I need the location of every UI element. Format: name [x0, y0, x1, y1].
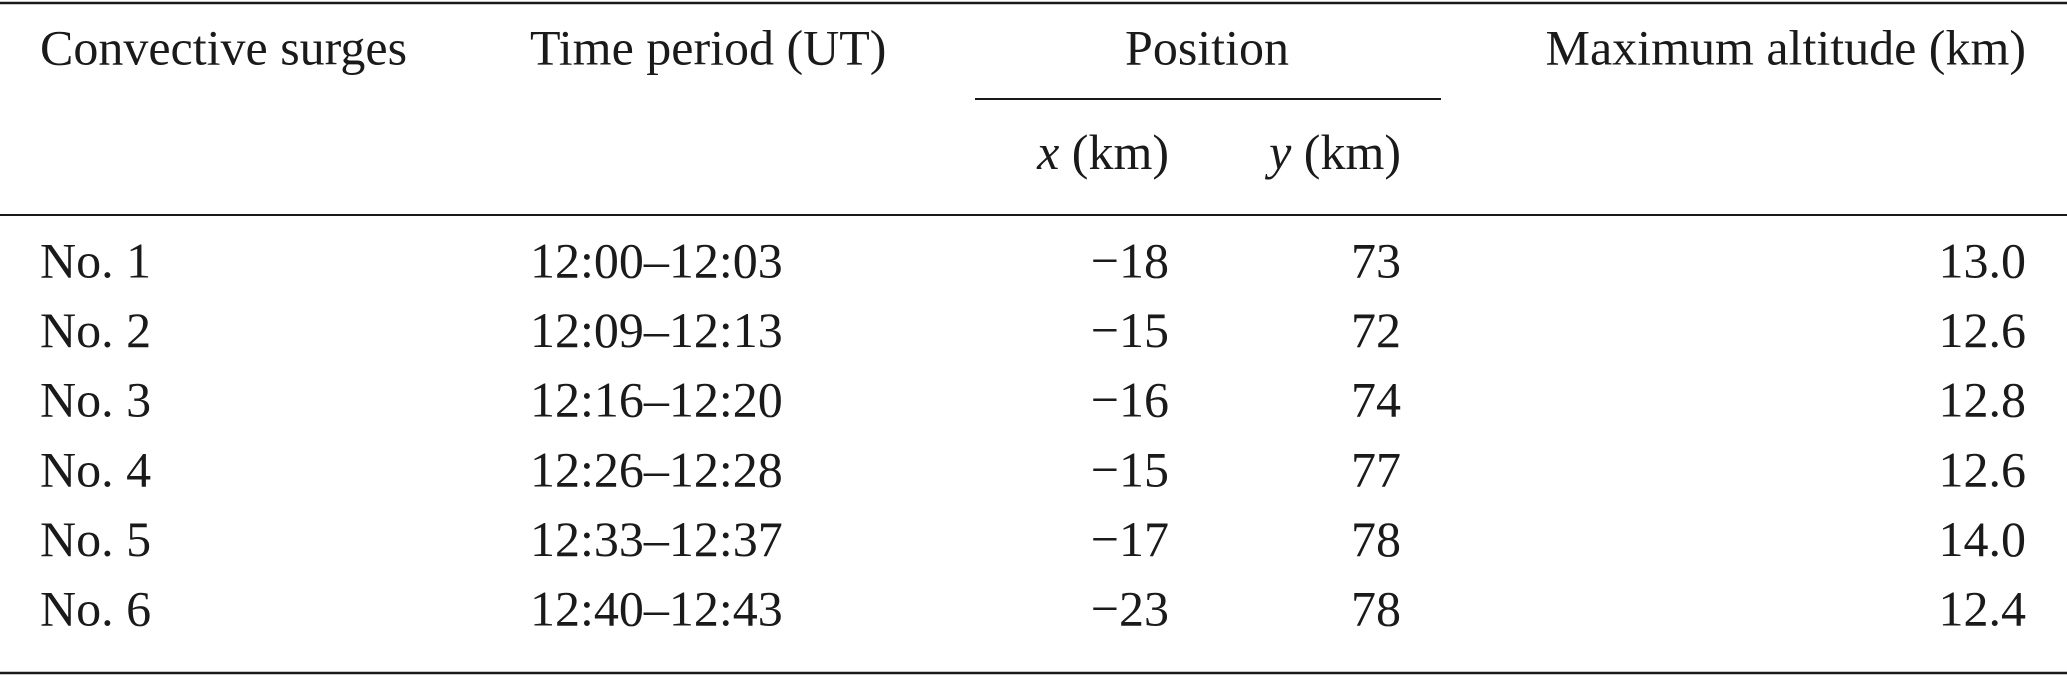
cell-time: 12:00–12:03 [530, 232, 783, 288]
cell-y: 78 [1351, 511, 1401, 567]
cell-altitude: 14.0 [1939, 511, 2027, 567]
cell-x: −23 [1091, 580, 1169, 636]
cell-time: 12:16–12:20 [530, 372, 783, 428]
cell-y: 72 [1351, 302, 1401, 358]
cell-time: 12:33–12:37 [530, 511, 783, 567]
cell-surge: No. 6 [40, 580, 151, 636]
cell-time: 12:09–12:13 [530, 302, 783, 358]
cell-surge: No. 2 [40, 302, 151, 358]
cell-y: 73 [1351, 232, 1401, 288]
header-y: y (km) [1264, 124, 1401, 180]
cell-altitude: 12.8 [1939, 372, 2027, 428]
header-y-unit: (km) [1304, 124, 1401, 180]
cell-x: −16 [1091, 372, 1169, 428]
cell-surge: No. 4 [40, 441, 151, 497]
header-time: Time period (UT) [530, 19, 886, 75]
header-x-var: x [1036, 124, 1059, 180]
header-altitude: Maximum altitude (km) [1546, 19, 2026, 75]
cell-time: 12:26–12:28 [530, 441, 783, 497]
cell-surge: No. 5 [40, 511, 151, 567]
cell-y: 74 [1351, 372, 1401, 428]
cell-surge: No. 1 [40, 232, 151, 288]
cell-x: −17 [1091, 511, 1169, 567]
cell-altitude: 13.0 [1939, 232, 2027, 288]
cell-y: 78 [1351, 580, 1401, 636]
cell-x: −15 [1091, 302, 1169, 358]
header-x-unit: (km) [1072, 124, 1169, 180]
cell-y: 77 [1351, 441, 1401, 497]
cell-altitude: 12.6 [1939, 441, 2027, 497]
cell-altitude: 12.6 [1939, 302, 2027, 358]
header-y-var: y [1264, 124, 1292, 180]
cell-x: −18 [1091, 232, 1169, 288]
cell-x: −15 [1091, 441, 1169, 497]
cell-surge: No. 3 [40, 372, 151, 428]
header-x: x (km) [1036, 124, 1169, 180]
header-position: Position [1125, 19, 1289, 75]
header-surge: Convective surges [40, 19, 407, 75]
cell-altitude: 12.4 [1939, 580, 2027, 636]
cell-time: 12:40–12:43 [530, 580, 783, 636]
